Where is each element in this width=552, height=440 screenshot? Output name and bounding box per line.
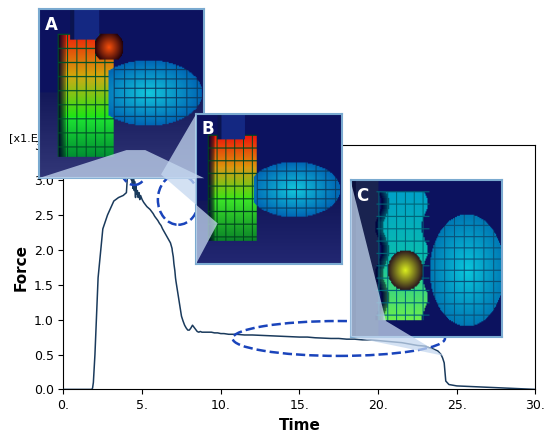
Text: B: B: [204, 189, 214, 203]
Text: B: B: [202, 121, 214, 139]
Text: C: C: [391, 310, 401, 324]
Text: A: A: [45, 15, 58, 33]
Y-axis label: Force: Force: [13, 244, 28, 291]
Text: C: C: [357, 187, 369, 205]
Text: [x1.E6]: [x1.E6]: [9, 133, 49, 143]
X-axis label: Time: Time: [279, 418, 320, 433]
Text: A: A: [112, 157, 122, 171]
